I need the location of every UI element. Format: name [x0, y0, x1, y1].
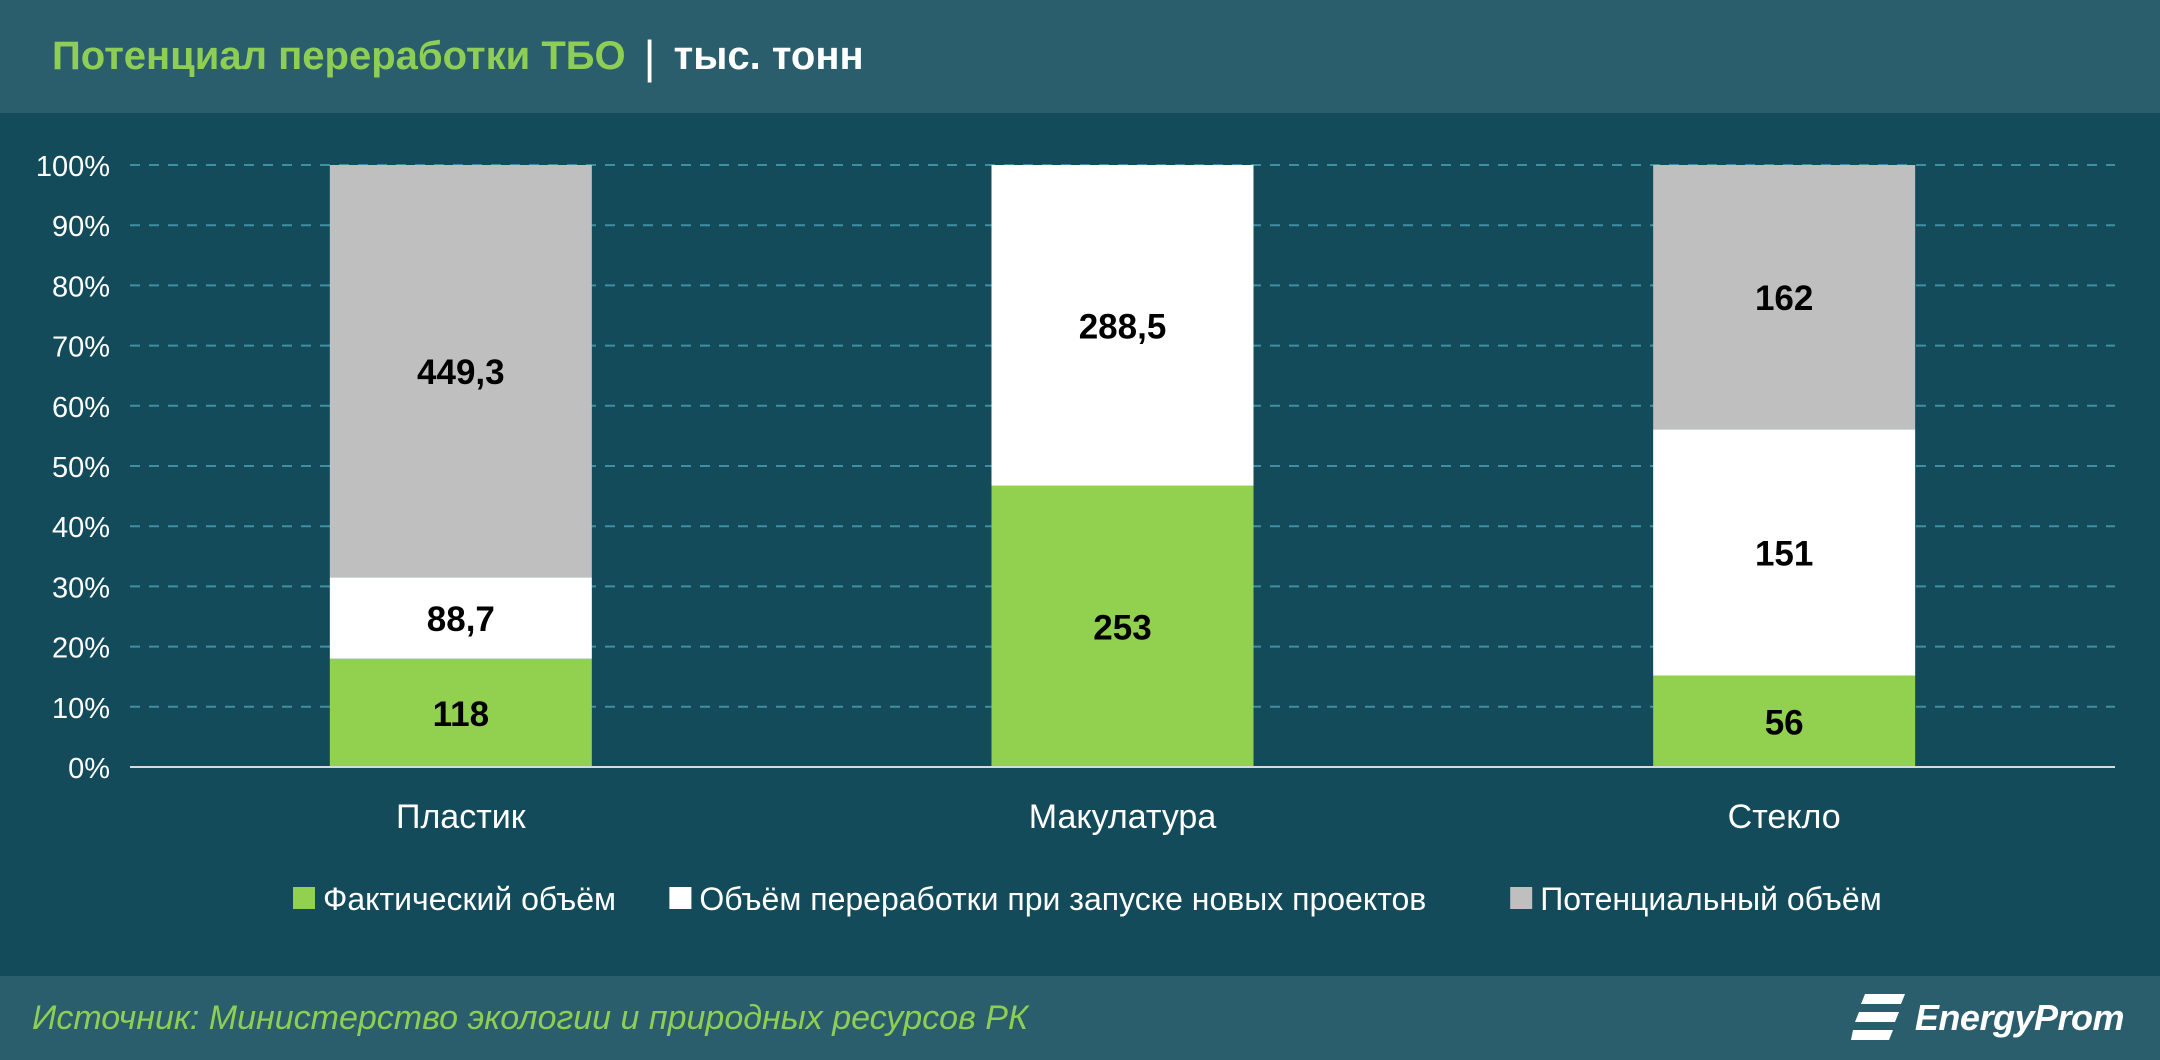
legend-label: Объём переработки при запуске новых прое…	[699, 881, 1426, 917]
chart-title: Потенциал переработки ТБО	[52, 34, 626, 78]
logo-text: EnergyProm	[1914, 997, 2125, 1038]
y-tick-label: 50%	[52, 452, 110, 484]
data-label: 449,3	[417, 353, 505, 392]
x-category-label: Макулатура	[1029, 798, 1217, 836]
y-tick-label: 20%	[52, 633, 110, 665]
y-tick-label: 60%	[52, 392, 110, 424]
data-label: 88,7	[427, 600, 495, 639]
logo-mark-icon	[1850, 994, 1905, 1040]
data-label: 253	[1093, 608, 1151, 647]
legend-swatch	[1510, 887, 1533, 909]
bar-segment	[991, 485, 1254, 767]
data-label: 56	[1765, 703, 1804, 742]
chart-footer: Источник: Министерство экологии и природ…	[0, 976, 2160, 1060]
data-label: 118	[433, 695, 489, 734]
legend-label: Потенциальный объём	[1540, 881, 1882, 917]
title-separator: |	[643, 30, 656, 83]
legend-swatch	[293, 887, 315, 909]
y-tick-label: 30%	[52, 572, 110, 604]
x-category-label: Пластик	[396, 798, 527, 836]
chart-header: Потенциал переработки ТБО | тыс. тонн	[0, 0, 2160, 113]
chart-unit: тыс. тонн	[673, 34, 864, 78]
source-note: Источник: Министерство экологии и природ…	[32, 999, 1028, 1037]
bar-segment	[329, 658, 592, 767]
y-tick-label: 10%	[52, 693, 110, 725]
x-category-label: Стекло	[1728, 798, 1841, 836]
y-tick-label: 100%	[36, 151, 110, 183]
y-tick-label: 70%	[52, 332, 110, 364]
y-tick-label: 0%	[68, 753, 110, 785]
stacked-bar-chart: 0% 10% 20% 30% 40% 50% 60% 70% 80% 90% 100% 118 88,7…	[36, 151, 2115, 917]
energyprom-logo: EnergyProm	[1850, 990, 2125, 1046]
data-label: 162	[1755, 279, 1813, 318]
y-tick-label: 40%	[52, 512, 110, 544]
bar-segment	[1653, 429, 1916, 676]
bar-segment	[329, 577, 592, 659]
bar-segment	[1653, 165, 1916, 430]
legend-swatch	[669, 887, 692, 909]
data-label: 151	[1755, 534, 1813, 573]
bar-segment	[329, 165, 592, 578]
bar-segment	[1653, 675, 1916, 767]
y-tick-label: 90%	[52, 211, 110, 243]
bar-segment	[991, 165, 1254, 486]
y-tick-label: 80%	[52, 271, 110, 303]
data-label: 288,5	[1079, 307, 1167, 346]
legend-label: Фактический объём	[323, 881, 616, 917]
